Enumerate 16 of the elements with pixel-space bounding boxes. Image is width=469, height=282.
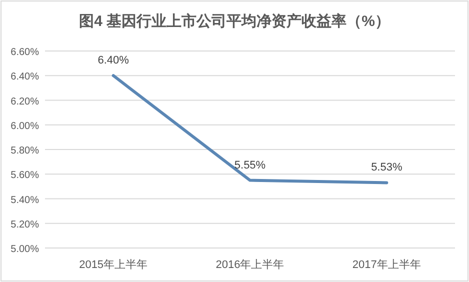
data-label: 5.53% xyxy=(371,162,402,174)
x-tick-label: 2015年上半年 xyxy=(79,258,148,271)
data-label: 6.40% xyxy=(98,54,130,67)
y-tick-label: 6.00% xyxy=(10,120,40,132)
y-tick-label: 5.80% xyxy=(10,146,40,156)
y-tick-label: 5.60% xyxy=(10,170,40,182)
y-tick-label: 6.60% xyxy=(10,47,40,58)
y-tick-label: 5.20% xyxy=(10,219,40,230)
y-tick-label: 6.40% xyxy=(10,72,40,83)
y-tick-label: 6.20% xyxy=(10,96,40,108)
chart-title: 图4 基因行业上市公司平均净资产收益率（%） xyxy=(79,12,390,30)
data-label: 5.55% xyxy=(234,159,266,172)
y-tick-label: 5.40% xyxy=(10,194,40,206)
y-tick-label: 5.00% xyxy=(10,244,40,255)
x-tick-label: 2017年上半年 xyxy=(352,258,421,271)
x-tick-label: 2016年上半年 xyxy=(216,258,284,271)
